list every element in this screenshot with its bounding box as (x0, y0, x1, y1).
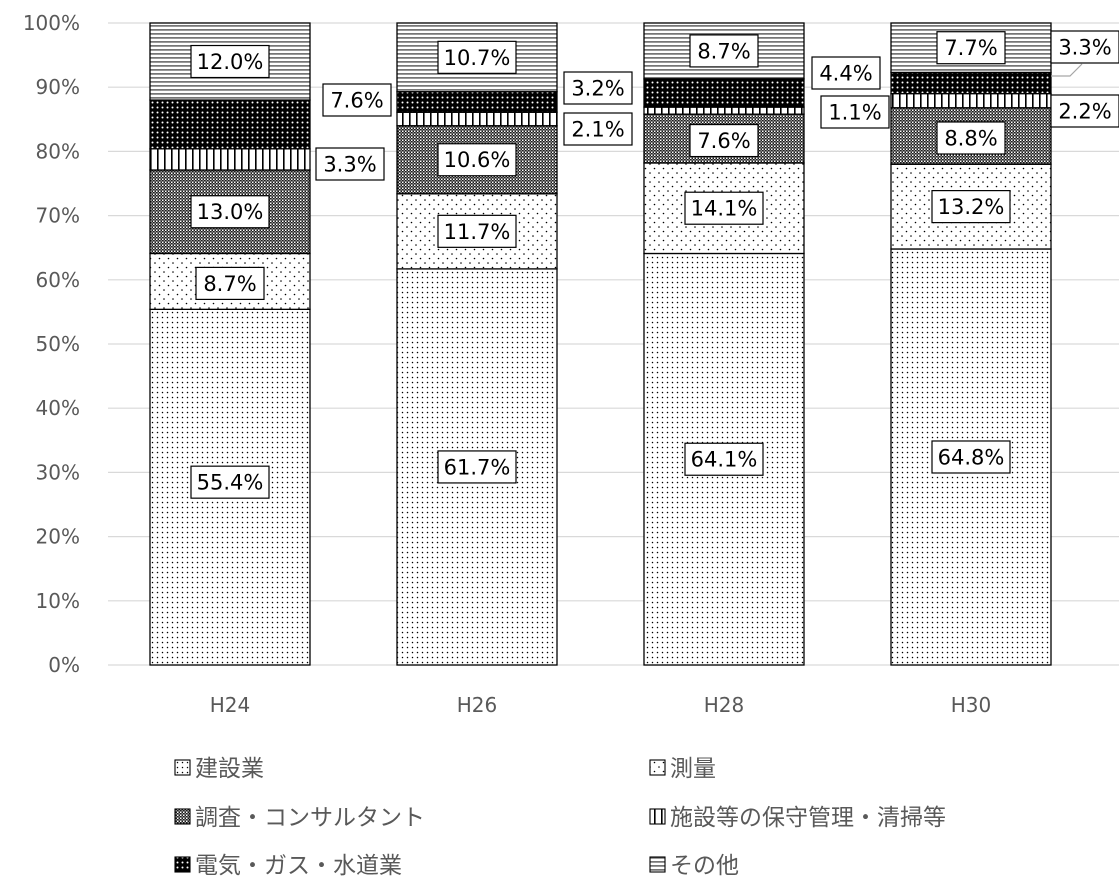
y-tick-label: 50% (36, 332, 80, 356)
data-label-box (437, 450, 517, 484)
data-label-box (322, 83, 392, 117)
bar-segment (396, 111, 558, 127)
y-tick-label: 20% (36, 525, 80, 549)
data-label-box (689, 123, 759, 158)
data-label-box (684, 442, 764, 476)
y-tick-label: 40% (36, 396, 80, 420)
y-tick-label: 90% (36, 75, 80, 99)
data-label: 2.1% (571, 118, 624, 142)
data-label: 3.2% (571, 77, 624, 101)
data-label: 10.7% (444, 46, 511, 70)
data-label-box (190, 465, 270, 499)
y-tick-label: 80% (36, 139, 80, 163)
y-tick-label: 30% (36, 460, 80, 484)
y-tick-label: 70% (36, 204, 80, 228)
legend-label: その他 (670, 853, 739, 879)
legend-label: 電気・ガス・水道業 (195, 853, 402, 879)
legend-swatch (649, 808, 666, 825)
data-label-box (1050, 30, 1119, 64)
bar-segment (149, 99, 311, 150)
bar-segment (643, 106, 805, 115)
x-tick-label: H28 (704, 693, 745, 717)
x-tick-label: H24 (210, 693, 251, 717)
data-label: 61.7% (444, 455, 511, 479)
legend-swatch (649, 759, 666, 776)
data-label-box (437, 214, 517, 248)
legend-label: 施設等の保守管理・清掃等 (670, 805, 946, 831)
x-tick-label: H30 (951, 693, 992, 717)
data-label: 13.0% (197, 200, 264, 224)
data-label-box (190, 195, 270, 229)
data-label: 55.4% (197, 471, 264, 495)
data-label-box (437, 143, 517, 177)
leader-line (1051, 63, 1083, 77)
data-label: 64.1% (691, 448, 758, 472)
y-tick-label: 60% (36, 268, 80, 292)
data-label-box (190, 44, 270, 79)
legend-swatch (174, 759, 191, 776)
data-label-box (931, 440, 1011, 474)
y-tick-label: 0% (48, 653, 80, 677)
data-label-box (684, 191, 764, 225)
data-label-box (820, 95, 890, 129)
legend-swatch (649, 856, 666, 873)
data-label-box (315, 147, 385, 181)
leader-lines (1051, 63, 1083, 77)
data-label: 7.6% (330, 89, 383, 113)
y-axis: 0% 10% 20% 30% 40% 50% 60% 70% 80% 90% 100% (23, 11, 80, 677)
data-label: 7.7% (944, 36, 997, 60)
data-label: 4.4% (819, 62, 872, 86)
data-label: 13.2% (938, 195, 1005, 219)
data-label-box (689, 34, 759, 68)
data-label-box (563, 112, 633, 146)
data-label-box (195, 266, 265, 301)
data-label: 11.7% (444, 220, 511, 244)
data-label: 2.2% (1058, 100, 1111, 124)
data-label-box (936, 121, 1006, 155)
bar-segment (396, 91, 558, 113)
y-tick-label: 10% (36, 589, 80, 613)
legend-label: 建設業 (195, 756, 264, 782)
data-label-box (437, 40, 517, 74)
data-label-box (811, 56, 881, 90)
x-axis: H24 H26 H28 H30 (210, 693, 992, 717)
data-label: 7.6% (697, 129, 750, 153)
data-label-box (936, 31, 1006, 65)
data-label-box (563, 71, 633, 105)
data-label: 3.3% (323, 153, 376, 177)
legend-swatch (174, 856, 191, 873)
legend-swatch (174, 808, 191, 825)
bar-segment (890, 92, 1052, 109)
data-label: 10.6% (444, 148, 511, 172)
data-label: 8.7% (697, 39, 750, 63)
data-label-box (1050, 94, 1119, 128)
y-tick-label: 100% (23, 11, 80, 35)
data-labels: 55.4% 61.7% 64.1% 64.8% 8.7% 11.7% 14.1% 13.2% 1… (190, 30, 1119, 499)
data-label: 64.8% (938, 445, 1005, 469)
bar-segment (643, 78, 805, 108)
legend-label: 測量 (670, 756, 716, 782)
data-label: 14.1% (691, 197, 758, 221)
data-label-box (931, 190, 1011, 224)
x-tick-label: H26 (457, 693, 498, 717)
data-label: 3.3% (1058, 36, 1111, 60)
data-label: 12.0% (197, 50, 264, 74)
data-label: 8.8% (944, 126, 997, 150)
data-label: 1.1% (828, 101, 881, 125)
legend-label: 調査・コンサルタント (195, 805, 425, 831)
data-label: 8.7% (203, 272, 256, 296)
bar-segment (890, 71, 1052, 95)
bar-segment (149, 148, 311, 171)
